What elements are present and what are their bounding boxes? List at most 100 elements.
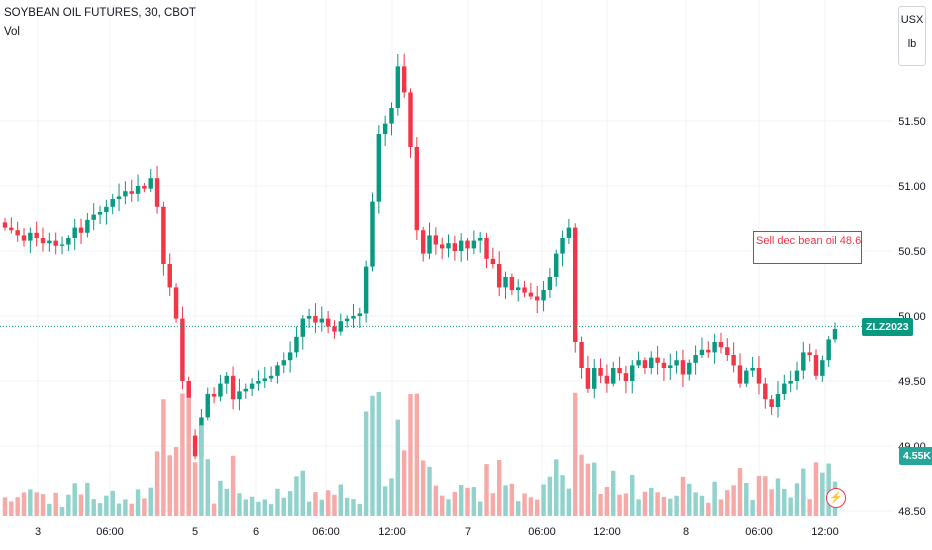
candle-body [363,266,369,314]
candle-body [34,232,39,238]
volume-bar [756,475,762,516]
text-annotation[interactable]: Sell dec bean oil 48.60 on stop [753,231,862,264]
candle-body [769,399,774,407]
volume-bar [560,475,565,516]
candle-body [712,342,717,353]
candle-body [110,199,115,207]
candle-body [737,365,743,384]
volume-bar [750,500,755,516]
candle-body [192,435,198,457]
volume-bar [104,495,109,516]
candle-body [325,318,331,327]
volume-bar [256,501,261,516]
candle-body [585,368,591,389]
candle-body [598,368,603,376]
candle-body [541,290,546,301]
candle-body [40,238,46,244]
candle-body [53,240,58,246]
volume-bar [566,488,572,516]
volume-tag: 4.55K [899,447,932,465]
candle-body [522,287,527,293]
volume-bar [382,486,388,516]
volume-bar [585,463,591,516]
volume-bar [85,482,90,516]
annotation-text: Sell dec bean oil 48.60 on stop [756,235,862,247]
volume-bar [97,503,103,516]
volume-bar [427,466,432,516]
y-tick-label: 49.50 [898,376,926,388]
volume-bar [604,487,610,516]
volume-bar [788,497,793,516]
candle-body [477,238,483,241]
volume-bar [186,397,191,516]
candle-body [78,227,84,233]
volume-bar [642,491,648,516]
y-tick-label: 48.50 [898,506,926,518]
candle-body [611,368,616,384]
candle-body [642,360,648,368]
volume-bar [813,462,819,516]
volume-bar [9,501,14,516]
candle-body [433,235,439,245]
candle-body [281,360,286,366]
volume-bar [712,481,717,516]
unit-selector[interactable]: USX lb [898,6,926,66]
volume-bar [661,496,667,516]
candle-body [414,147,420,231]
candle-body [801,352,806,371]
volume-bar [294,476,299,516]
candle-body [744,370,749,384]
candle-body [775,394,781,407]
candle-body [566,227,572,238]
lightning-icon[interactable]: ⚡ [826,488,846,508]
volume-bar [28,489,33,516]
candle-body [180,318,185,381]
volume-bar [782,488,787,516]
candle-body [794,370,800,381]
candle-body [287,352,293,361]
volume-bar [401,450,407,516]
candle-body [699,349,705,355]
volume-bar [129,503,134,516]
candle-body [826,339,831,361]
volume-bar [205,459,210,516]
volume-bar [496,460,502,516]
candle-body [351,316,356,319]
candle-body [813,355,819,376]
volume-bar [687,483,692,516]
volume-bar [680,476,686,516]
candle-body [471,240,477,249]
volume-bar [72,483,77,516]
volume-bar [636,499,641,516]
volume-bar [737,468,743,516]
candle-body [661,362,667,368]
volume-bar [34,492,39,516]
volume-bar [408,393,413,516]
volume-bar [319,499,325,516]
chart-title: SOYBEAN OIL FUTURES, 30, CBOT [4,7,196,19]
volume-indicator-label[interactable]: Vol [4,26,20,38]
volume-bar [395,419,401,516]
x-tick-label: 3 [35,526,41,538]
candle-body [211,394,217,397]
candle-body [687,362,692,375]
volume-bar [725,490,730,516]
y-tick-label: 51.50 [898,116,926,128]
candle-body [173,287,179,319]
candle-body [693,355,698,363]
candle-body [706,349,711,353]
candle-body [275,365,280,376]
volume-bar [173,447,179,516]
candle-body [357,313,363,316]
volume-bar [554,459,559,516]
volume-bar [763,476,768,516]
volume-bar [528,497,534,516]
volume-bar [110,490,115,516]
candle-body [484,238,489,259]
y-tick-label: 51.00 [898,181,926,193]
volume-bar [192,462,198,516]
candle-body [66,238,71,245]
volume-bar [47,503,52,516]
volume-bar [801,468,806,516]
